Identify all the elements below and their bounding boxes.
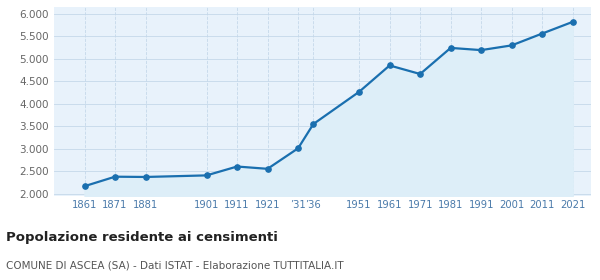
Text: Popolazione residente ai censimenti: Popolazione residente ai censimenti	[6, 231, 278, 244]
Text: COMUNE DI ASCEA (SA) - Dati ISTAT - Elaborazione TUTTITALIA.IT: COMUNE DI ASCEA (SA) - Dati ISTAT - Elab…	[6, 260, 344, 270]
